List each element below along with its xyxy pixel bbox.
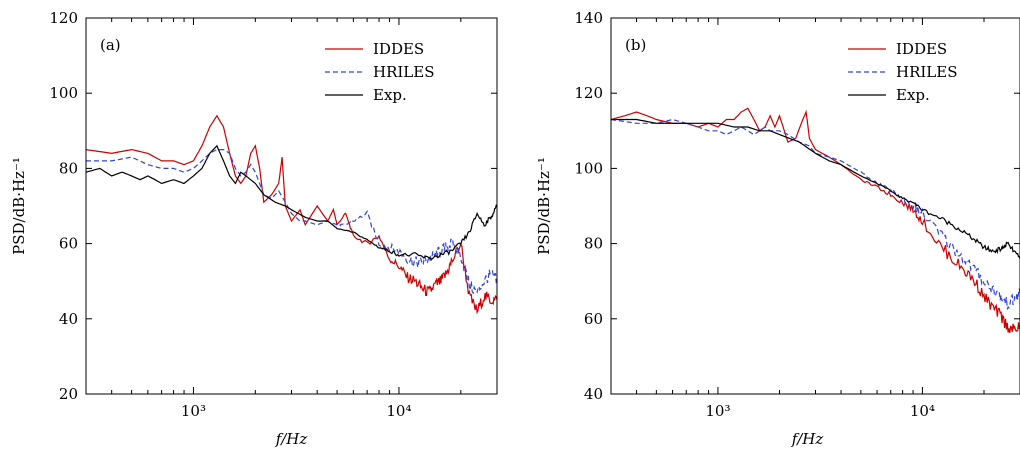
y-axis-label: PSD/dB·Hz⁻¹ bbox=[10, 157, 28, 255]
y-axis-label: PSD/dB·Hz⁻¹ bbox=[535, 157, 553, 255]
y-tick-label: 120 bbox=[574, 84, 603, 102]
plot-frame bbox=[85, 17, 498, 395]
x-axis-label: f/Hz bbox=[791, 430, 824, 448]
y-tick-label: 80 bbox=[59, 159, 78, 177]
panel-label: (b) bbox=[625, 36, 646, 54]
series-line-iddes bbox=[611, 107, 1020, 334]
series-line-exp bbox=[86, 144, 497, 260]
y-tick-label: 60 bbox=[59, 235, 78, 253]
series-line-iddes bbox=[86, 114, 497, 315]
y-tick-label: 60 bbox=[584, 310, 603, 328]
legend-label: HRILES bbox=[896, 63, 958, 81]
panel-label: (a) bbox=[100, 36, 121, 54]
x-tick-label: 10³ bbox=[181, 402, 206, 420]
x-tick-label: 10⁴ bbox=[910, 402, 935, 420]
y-tick-label: 40 bbox=[584, 385, 603, 403]
y-tick-label: 40 bbox=[59, 310, 78, 328]
series-line-hriles bbox=[86, 149, 497, 295]
y-tick-label: 140 bbox=[574, 9, 603, 27]
x-tick-label: 10⁴ bbox=[386, 402, 411, 420]
y-tick-label: 120 bbox=[49, 9, 78, 27]
y-tick-label: 20 bbox=[59, 385, 78, 403]
plot-frame bbox=[610, 17, 1020, 395]
panel-b: 40 60 80 100 120 140 10³ 10⁴ f/Hz PSD/dB·Hz⁻¹ (b) I… bbox=[535, 9, 1020, 448]
y-tick-label: 80 bbox=[584, 235, 603, 253]
legend-label: IDDES bbox=[896, 40, 947, 58]
legend-label: Exp. bbox=[373, 86, 407, 104]
series-line-exp bbox=[611, 118, 1020, 259]
x-tick-label: 10³ bbox=[705, 402, 730, 420]
y-tick-label: 100 bbox=[49, 84, 78, 102]
legend-label: Exp. bbox=[896, 86, 930, 104]
panel-a: 20 40 60 80 100 120 10³ 10⁴ f/Hz PSD/dB·Hz⁻¹ (a) ID… bbox=[10, 9, 498, 448]
x-axis-label: f/Hz bbox=[275, 430, 308, 448]
y-tick-label: 100 bbox=[574, 159, 603, 177]
legend-label: HRILES bbox=[373, 63, 435, 81]
series-line-hriles bbox=[611, 118, 1020, 310]
legend-label: IDDES bbox=[373, 40, 424, 58]
